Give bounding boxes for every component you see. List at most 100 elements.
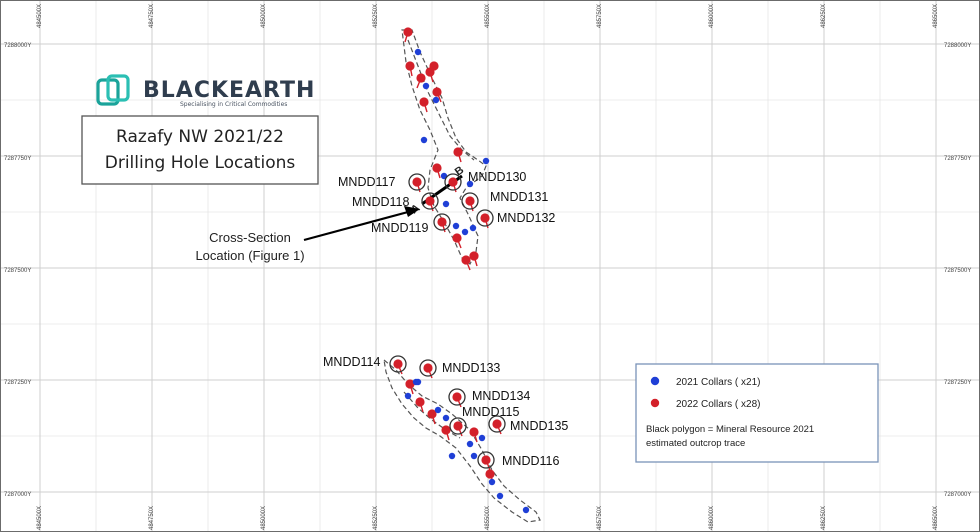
collar-2021: [469, 224, 477, 232]
hole-label: MNDD117: [338, 175, 395, 189]
collar-2022: [403, 27, 413, 37]
easting-label: 485000X: [261, 506, 267, 530]
legend-item-2022: 2022 Collars ( x28): [676, 399, 760, 410]
collar-2022: [492, 419, 502, 429]
collar-2022: [481, 455, 491, 465]
cross-section-label: Location (Figure 1): [195, 248, 304, 263]
collar-2021: [466, 440, 474, 448]
logo-name: BLACKEARTH: [143, 78, 315, 103]
hole-ring: [408, 173, 426, 191]
collar-2021: [482, 157, 490, 165]
collar-2022: [452, 392, 462, 402]
hole-ring: [448, 388, 466, 406]
hole-mndd118: MNDD118: [352, 192, 439, 210]
northing-label: 7287500Y: [4, 268, 31, 274]
collar-2021: [522, 506, 530, 514]
hole-ring: [461, 192, 479, 210]
hole-mndd133: MNDD133: [419, 359, 500, 377]
hole-mndd117: MNDD117: [338, 173, 426, 191]
hole-label: MNDD134: [472, 389, 530, 403]
easting-label: 485500X: [485, 4, 491, 28]
hole-label: MNDD116: [502, 454, 559, 468]
collar-2022: [452, 233, 462, 243]
collar-2022: [405, 61, 415, 71]
easting-label: 485750X: [597, 506, 603, 530]
northing-label: 7288000Y: [4, 43, 31, 49]
legend-swatch-2021: [650, 376, 660, 386]
hole-ring: [477, 451, 495, 469]
collar-2021: [442, 414, 450, 422]
northing-label: 7287750Y: [4, 156, 31, 162]
collar-2022: [423, 363, 433, 373]
coordinate-labels: 484500X 484750X 485000X 485250X 485500X …: [4, 4, 971, 530]
northing-label: 7288000Y: [944, 43, 971, 49]
collar-2022: [437, 217, 447, 227]
map-legend: 2021 Collars ( x21) 2022 Collars ( x28) …: [635, 363, 879, 463]
collar-2021: [488, 478, 496, 486]
collar-2021: [432, 96, 440, 104]
highlighted-holes: MNDD117 MNDD118 MNDD119 MNDD130 MNDD131 …: [323, 170, 568, 469]
easting-label: 486250X: [821, 4, 827, 28]
collar-2022: [453, 421, 463, 431]
hole-label: MNDD119: [371, 221, 428, 235]
easting-label: 484750X: [149, 506, 155, 530]
legend-item-2021: 2021 Collars ( x21): [676, 377, 760, 388]
collar-2022: [461, 255, 471, 265]
collar-2022: [419, 97, 429, 107]
resource-outline-north: [401, 29, 487, 265]
legend-swatch-2022: [650, 398, 660, 408]
collar-2022: [415, 397, 425, 407]
collar-2021: [442, 200, 450, 208]
collar-2022: [393, 359, 403, 369]
collar-2022: [485, 469, 495, 479]
collar-2021: [478, 434, 486, 442]
hole-label: MNDD118: [352, 195, 409, 209]
northing-label: 7287750Y: [944, 156, 971, 162]
hole-mndd134: MNDD134: [448, 388, 530, 406]
collar-2022: [453, 147, 463, 157]
map-title-line1: Razafy NW 2021/22: [116, 127, 284, 147]
collar-2022: [432, 163, 442, 173]
hole-label: MNDD130: [468, 170, 526, 184]
cross-section-label: Cross-Section: [209, 230, 291, 245]
hole-label: MNDD135: [510, 419, 568, 433]
hole-label: MNDD131: [490, 190, 548, 204]
blackearth-logo: BLACKEARTH Specialising in Critical Comm…: [96, 74, 315, 108]
collar-2021: [434, 406, 442, 414]
hole-label: MNDD132: [497, 211, 555, 225]
cross-section-end-b: B: [453, 164, 466, 178]
easting-label: 485500X: [485, 506, 491, 530]
hole-label: MNDD133: [442, 361, 500, 375]
legend-note: estimated outcrop trace: [646, 438, 745, 449]
map-title-box: Razafy NW 2021/22 Drilling Hole Location…: [81, 115, 319, 185]
collar-2022: [429, 61, 439, 71]
resource-outline-south: [383, 358, 541, 523]
map-title-line2: Drilling Hole Locations: [105, 153, 296, 173]
collar-2022: [469, 251, 479, 261]
collar-2021: [422, 82, 430, 90]
northing-label: 7287500Y: [944, 268, 971, 274]
hole-mndd115: MNDD115: [449, 405, 519, 435]
collar-2022: [465, 196, 475, 206]
easting-label: 486500X: [933, 506, 939, 530]
easting-label: 484500X: [37, 4, 43, 28]
hole-ring: [421, 192, 439, 210]
easting-label: 484500X: [37, 506, 43, 530]
legend-note: Black polygon = Mineral Resource 2021: [646, 424, 814, 435]
collar-2021: [412, 378, 420, 386]
easting-label: 485250X: [373, 4, 379, 28]
hole-ring: [433, 213, 451, 231]
hole-mndd131: MNDD131: [461, 190, 548, 210]
collar-2022: [416, 73, 426, 83]
resource-outline: [383, 29, 541, 523]
collar-2021: [461, 228, 469, 236]
northing-label: 7287000Y: [4, 492, 31, 498]
cross-section-arrow-shaft: [303, 210, 409, 242]
collar-2021: [452, 222, 460, 230]
hole-mndd132: MNDD132: [476, 209, 555, 227]
easting-label: 486000X: [709, 4, 715, 28]
collar-2021: [414, 48, 422, 56]
collar-2021: [470, 452, 478, 460]
cross-section-arrow-head: [404, 206, 420, 217]
easting-label: 486000X: [709, 506, 715, 530]
